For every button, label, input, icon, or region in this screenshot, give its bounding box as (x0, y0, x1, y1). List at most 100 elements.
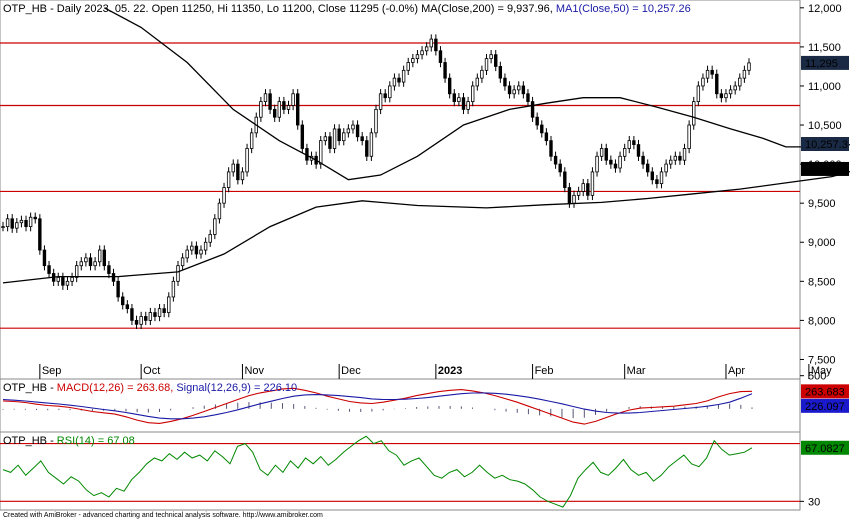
badge-ma50-bg (801, 136, 849, 151)
candle-body (240, 171, 245, 181)
price-tick-label: 8,000 (808, 315, 836, 327)
price-tick-label: 10,500 (808, 120, 842, 132)
candle-body (498, 66, 503, 79)
candle-body (512, 89, 516, 95)
candle-body (641, 155, 645, 165)
candle-body (190, 245, 194, 251)
badge-macd: 263.683 (805, 386, 845, 398)
candle-body (33, 216, 37, 220)
macd-line (2, 387, 753, 425)
candle-body (365, 140, 369, 157)
candle-body (231, 163, 235, 173)
candle-body (180, 257, 185, 267)
candle-body (742, 69, 747, 79)
x-axis-labels: Sep Oct Nov Dec 2023 Feb Mar Apr May (39, 364, 832, 379)
candle-body (489, 54, 493, 60)
macd-panel: 500 (2, 371, 826, 425)
price-tick-label: 7,500 (808, 354, 836, 366)
candle-body (443, 62, 447, 79)
candle-body (517, 85, 521, 91)
candle-body (259, 101, 263, 118)
price-tick-label: 12,000 (808, 3, 842, 15)
x-tick-label: Apr (728, 365, 745, 377)
candle-body (107, 265, 111, 274)
candle-body (47, 265, 51, 274)
candle-body (144, 316, 148, 321)
candle-body (599, 148, 604, 157)
price-panel-frame (0, 0, 801, 380)
candle-body (429, 38, 433, 48)
x-tick-label: Oct (143, 365, 160, 377)
candle-body (521, 85, 526, 95)
candle-body (272, 109, 277, 118)
candle-body (627, 140, 631, 149)
price-series (1, 7, 850, 329)
badge-rsi-bg (801, 440, 849, 455)
candle-body (664, 163, 668, 173)
price-tick-label: 8,500 (808, 276, 836, 288)
macd-header-prefix: OTP_HB - (3, 382, 57, 394)
candle-body (659, 171, 664, 185)
candle-body (572, 194, 576, 204)
candle-body (673, 155, 678, 161)
candle-body (392, 77, 397, 87)
candle-body (84, 257, 88, 263)
candle-body (692, 101, 696, 126)
candle-body (420, 50, 424, 56)
signal-line (2, 392, 753, 420)
header-symbol: OTP_HB (3, 3, 47, 15)
candle-body (678, 155, 682, 161)
badge-macd-bg (801, 384, 849, 399)
candle-body (728, 89, 733, 95)
candle-body (130, 308, 134, 321)
candle-body (609, 159, 613, 165)
candle-body (438, 50, 443, 63)
badge-close-bg (801, 55, 849, 70)
candle-body (540, 124, 544, 134)
candle-body (226, 171, 231, 188)
candle-body (687, 124, 691, 149)
candle-body (650, 171, 654, 181)
candle-body (424, 46, 429, 52)
rsi-panel-frame (0, 431, 801, 511)
candle-body (576, 191, 581, 196)
header-ma50: MA1(Close,50) = 10,257.26 (556, 3, 691, 15)
candle-body (632, 140, 636, 145)
candle-body (613, 163, 618, 169)
candle-body (351, 124, 355, 130)
candle-body (208, 234, 212, 243)
candle-body (74, 265, 79, 278)
candle-body (28, 216, 33, 228)
badge-ma200: 9,937.96 (805, 164, 848, 176)
candle-body (245, 148, 249, 173)
macd-header-signal: Signal(12,26,9) = 226.10 (176, 382, 297, 394)
header-info: - Daily 2023. 05. 22. Open 11250, Hi 113… (47, 3, 421, 15)
candle-body (415, 54, 420, 60)
candle-body (42, 249, 47, 267)
candle-body (484, 58, 489, 71)
candle-body (397, 77, 401, 83)
candle-body (369, 132, 374, 157)
candle-body (139, 316, 143, 325)
candle-body (116, 280, 120, 298)
candle-body (319, 140, 323, 165)
candle-body (213, 218, 217, 235)
candle-body (604, 148, 608, 161)
candle-body (471, 85, 475, 102)
candle-body (669, 159, 673, 165)
candle-body (328, 136, 332, 149)
candle-body (645, 163, 650, 173)
candle-body (88, 257, 93, 267)
candle-body (300, 124, 305, 149)
candle-body (102, 249, 107, 267)
footer-credit: Created with AmiBroker - advanced charti… (3, 512, 323, 519)
candle-body (167, 296, 171, 313)
candle-body (65, 280, 70, 286)
candle-body (563, 171, 567, 188)
candle-body (567, 187, 572, 204)
candle-body (162, 308, 166, 313)
candle-body (447, 77, 452, 95)
candle-body (457, 97, 461, 102)
candle-body (171, 280, 176, 298)
